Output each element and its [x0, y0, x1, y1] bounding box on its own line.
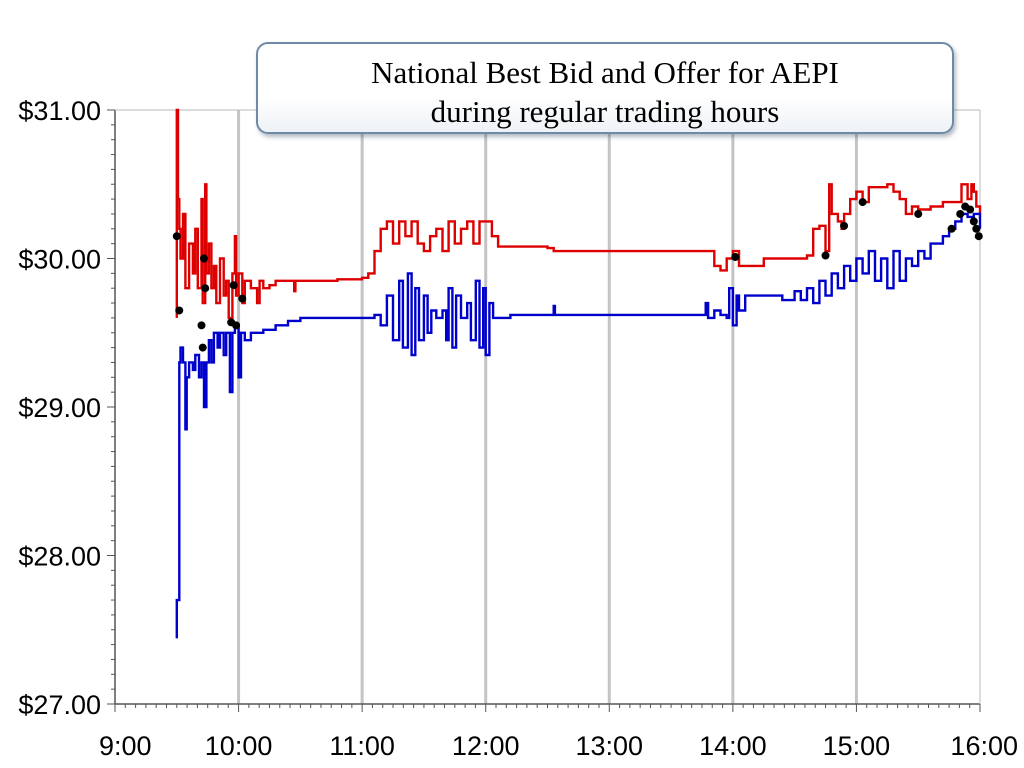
chart-title-line-2: during regular trading hours: [430, 94, 780, 129]
y-tick-label: $28.00: [18, 542, 101, 572]
trade-point: [198, 343, 207, 352]
trade-point: [199, 254, 208, 263]
x-tick-label: 14:00: [699, 731, 767, 761]
trade-point: [969, 217, 978, 226]
y-tick-label: $29.00: [18, 393, 101, 423]
x-tick-label: 15:00: [823, 731, 891, 761]
x-tick-label: 13:00: [575, 731, 643, 761]
trade-point: [175, 306, 184, 315]
y-tick-label: $27.00: [18, 690, 101, 720]
x-tick-label: 11:00: [329, 731, 395, 761]
y-tick-label: $30.00: [18, 245, 101, 275]
trade-point: [821, 251, 830, 260]
trade-point: [966, 205, 975, 214]
trade-point: [232, 321, 241, 330]
trade-point: [731, 253, 740, 262]
trade-point: [229, 281, 238, 290]
trade-point: [974, 232, 983, 241]
x-tick-label: 16:00: [950, 731, 1018, 761]
bid-series-line: [175, 212, 982, 639]
x-tick-label: 10:00: [205, 731, 273, 761]
trade-point: [172, 232, 181, 241]
trade-markers: [172, 198, 983, 352]
chart-title-line-1: National Best Bid and Offer for AEPI: [371, 55, 839, 90]
vertical-grid-lines: [237, 110, 858, 704]
y-tick-label: $31.00: [18, 96, 101, 126]
trade-point: [947, 224, 956, 233]
x-tick-label: 9:00: [99, 731, 152, 761]
trade-point: [858, 198, 867, 207]
series-lines: [175, 108, 982, 639]
trade-point: [972, 224, 981, 233]
trade-point: [238, 294, 247, 303]
x-tick-label: 12:00: [452, 731, 520, 761]
chart-title: National Best Bid and Offer for AEPI dur…: [256, 42, 954, 134]
trade-point: [956, 209, 965, 218]
offer-series-line: [175, 108, 982, 320]
tick-labels: $27.00 $28.00 $29.00 $30.00 $31.00 9:00 10:00 1…: [18, 96, 1018, 761]
trade-point: [914, 209, 923, 218]
trade-point: [197, 321, 206, 330]
trade-point: [840, 221, 849, 230]
trade-point: [201, 284, 210, 293]
